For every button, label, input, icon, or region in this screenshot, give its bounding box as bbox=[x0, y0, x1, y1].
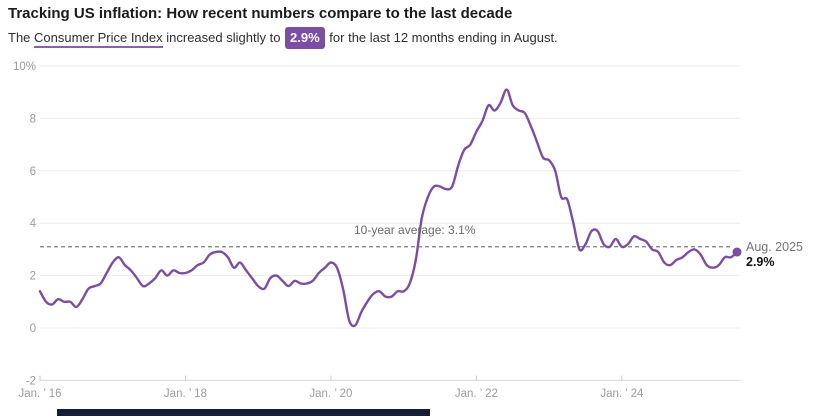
chart-subtitle: The Consumer Price Index increased sligh… bbox=[8, 27, 558, 49]
latest-point-date: Aug. 2025 bbox=[746, 240, 803, 254]
latest-point-annotation: Aug. 2025 2.9% bbox=[746, 240, 803, 269]
x-axis-tick-label: Jan. ’ 24 bbox=[600, 388, 644, 400]
x-axis-tick-label: Jan. ’ 20 bbox=[309, 388, 352, 400]
y-axis-tick-label: 6 bbox=[30, 166, 36, 178]
page-title: Tracking US inflation: How recent number… bbox=[8, 5, 513, 22]
subtitle-suffix: for the last 12 months ending in August. bbox=[325, 30, 558, 45]
subtitle-mid: increased slightly to bbox=[162, 30, 285, 45]
y-axis-tick-label: 10% bbox=[13, 61, 36, 73]
y-axis-tick-label: 8 bbox=[30, 113, 36, 125]
ten-year-average-label: 10-year average: 3.1% bbox=[354, 223, 476, 237]
y-axis-tick-label: 2 bbox=[30, 271, 36, 283]
consumer-price-index-link[interactable]: Consumer Price Index bbox=[34, 30, 163, 48]
y-axis-tick-label: 4 bbox=[30, 218, 37, 230]
y-axis-tick-label: 0 bbox=[30, 323, 36, 335]
y-axis-tick-label: -2 bbox=[26, 375, 36, 387]
subtitle-prefix: The bbox=[8, 30, 35, 45]
latest-point-value: 2.9% bbox=[746, 255, 775, 269]
x-axis-tick-label: Jan. ’ 16 bbox=[18, 388, 61, 400]
bottom-banner-edge bbox=[57, 409, 430, 416]
x-axis-tick-label: Jan. ’ 22 bbox=[455, 388, 498, 400]
latest-point-dot bbox=[732, 247, 742, 257]
inflation-rate-badge: 2.9% bbox=[285, 27, 325, 49]
cpi-series-line bbox=[38, 88, 739, 328]
x-axis-tick-label: Jan. ’ 18 bbox=[164, 388, 207, 400]
